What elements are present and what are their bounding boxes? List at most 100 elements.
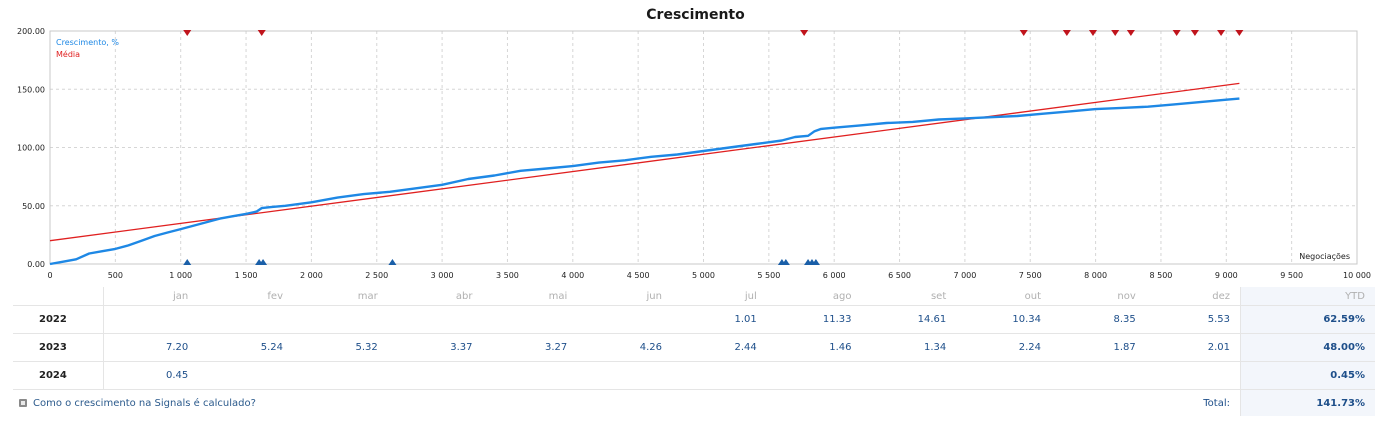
month-value [861, 361, 957, 390]
x-tick-label: 8 000 [1084, 271, 1107, 280]
month-value [577, 361, 672, 390]
month-value [293, 305, 388, 334]
month-header: mar [293, 287, 388, 306]
month-value: 1.87 [1051, 333, 1146, 362]
month-value [103, 305, 199, 334]
month-value: 5.53 [1145, 305, 1241, 334]
month-value [482, 361, 578, 390]
month-value: 1.01 [672, 305, 767, 334]
total-value: 141.73% [1240, 389, 1375, 416]
month-value [1051, 361, 1146, 390]
month-value [293, 361, 388, 390]
x-tick-label: 0 [47, 271, 52, 280]
growth-chart: 0 500 1 000 1 500 2 000 2 500 3 000 3 500 4 000 4… [17, 27, 1371, 280]
month-header: out [956, 287, 1051, 306]
month-value: 14.61 [861, 305, 957, 334]
year-cell: 2024 [13, 361, 104, 390]
month-header: mai [482, 287, 578, 306]
x-tick-label: 3 500 [496, 271, 519, 280]
table-row: 2022 1.01 11.33 14.61 10.34 8.35 5.53 62… [13, 305, 1375, 334]
table-footer-row: Como o crescimento na Signals é calculad… [13, 389, 1375, 417]
y-tick-label: 100.00 [17, 144, 45, 153]
x-tick-label: 7 500 [1019, 271, 1042, 280]
y-tick-label: 150.00 [17, 85, 45, 94]
table-header-row: jan fev mar abr mai jun jul ago set out … [13, 287, 1375, 306]
month-header: jan [103, 287, 199, 306]
month-value: 1.46 [766, 333, 862, 362]
x-tick-label: 2 500 [365, 271, 388, 280]
month-value: 2.01 [1145, 333, 1241, 362]
month-value: 3.37 [387, 333, 483, 362]
legend-entry-average: Média [56, 49, 80, 59]
chart-title: Crescimento [646, 7, 745, 23]
withdrawal-marker [811, 259, 820, 265]
withdrawal-marker [388, 259, 397, 265]
total-label: Total: [1203, 397, 1230, 409]
month-value [672, 361, 767, 390]
x-tick-label: 6 500 [888, 271, 911, 280]
withdrawal-marker [259, 259, 268, 265]
month-value [198, 305, 293, 334]
deposit-marker [1172, 30, 1181, 36]
legend-entry-growth: Crescimento, % [56, 38, 119, 47]
month-value: 5.32 [293, 333, 388, 362]
month-value [482, 305, 578, 334]
month-header: jun [577, 287, 672, 306]
month-value: 0.45 [103, 361, 199, 390]
month-value [577, 305, 672, 334]
x-axis-label: Negociações [1299, 252, 1350, 261]
x-tick-label: 9 500 [1280, 271, 1303, 280]
deposit-marker [1019, 30, 1028, 36]
ytd-value: 62.59% [1240, 305, 1375, 334]
x-tick-label: 10 000 [1343, 271, 1371, 280]
deposit-marker [257, 30, 266, 36]
series-line-growth [49, 97, 1240, 266]
y-tick-label: 0.00 [27, 260, 45, 269]
month-header: ago [766, 287, 862, 306]
help-link[interactable]: Como o crescimento na Signals é calculad… [33, 397, 256, 409]
deposit-marker [1217, 30, 1226, 36]
x-tick-label: 8 500 [1149, 271, 1172, 280]
plot-frame [49, 30, 1358, 265]
withdrawal-marker [183, 259, 192, 265]
info-icon [19, 398, 27, 407]
x-tick-label: 1 000 [169, 271, 192, 280]
deposit-marker [1111, 30, 1120, 36]
axis-layer: 0 500 1 000 1 500 2 000 2 500 3 000 3 500 4 000 4… [17, 27, 1371, 280]
month-value: 11.33 [766, 305, 862, 334]
deposit-marker [1190, 30, 1199, 36]
grid-layer [50, 31, 1357, 264]
table-row: 2024 0.45 0.45% [13, 361, 1375, 390]
month-value: 8.35 [1051, 305, 1146, 334]
x-tick-label: 9 000 [1215, 271, 1238, 280]
month-value [387, 361, 483, 390]
x-tick-label: 3 000 [431, 271, 454, 280]
ytd-value: 0.45% [1240, 361, 1375, 390]
x-tick-label: 4 500 [627, 271, 650, 280]
month-value [1145, 361, 1241, 390]
x-tick-label: 4 000 [561, 271, 584, 280]
y-tick-label: 200.00 [17, 27, 45, 36]
y-tick-label: 50.00 [22, 202, 45, 211]
month-value: 5.24 [198, 333, 293, 362]
x-tick-label: 7 000 [953, 271, 976, 280]
month-header: fev [198, 287, 293, 306]
month-value [956, 361, 1051, 390]
monthly-growth-table: jan fev mar abr mai jun jul ago set out … [13, 287, 1375, 416]
month-value: 2.24 [956, 333, 1051, 362]
ytd-header: YTD [1240, 287, 1375, 306]
x-tick-label: 2 000 [300, 271, 323, 280]
x-tick-label: 5 500 [757, 271, 780, 280]
month-value: 1.34 [861, 333, 957, 362]
deposit-marker [1062, 30, 1071, 36]
help-cell: Como o crescimento na Signals é calculad… [13, 390, 1146, 417]
deposit-marker [1126, 30, 1135, 36]
month-value: 7.20 [103, 333, 199, 362]
month-value: 2.44 [672, 333, 767, 362]
marker-layer [183, 30, 1244, 265]
month-value: 10.34 [956, 305, 1051, 334]
year-cell: 2022 [13, 305, 104, 334]
year-header [13, 287, 104, 306]
chart-legend: Crescimento, % Média [56, 38, 119, 59]
deposit-marker [800, 30, 809, 36]
